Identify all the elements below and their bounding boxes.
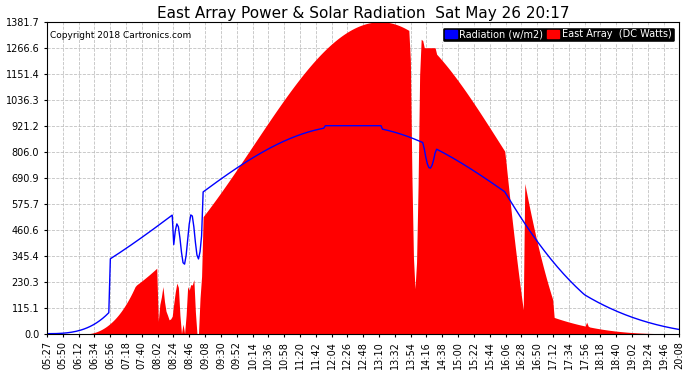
Title: East Array Power & Solar Radiation  Sat May 26 20:17: East Array Power & Solar Radiation Sat M… <box>157 6 569 21</box>
Text: Copyright 2018 Cartronics.com: Copyright 2018 Cartronics.com <box>50 31 191 40</box>
Legend: Radiation (w/m2), East Array  (DC Watts): Radiation (w/m2), East Array (DC Watts) <box>442 27 675 42</box>
